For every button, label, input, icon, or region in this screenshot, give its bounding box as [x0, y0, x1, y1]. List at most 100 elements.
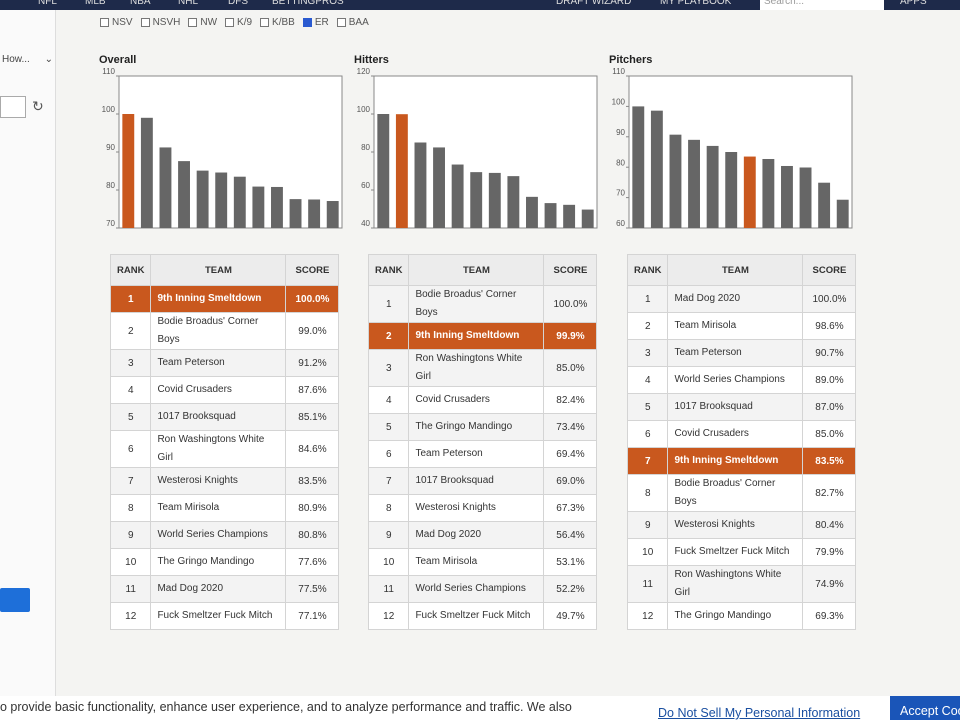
side-button[interactable]: [0, 588, 30, 612]
nav-link[interactable]: MLB: [85, 0, 106, 7]
accept-button[interactable]: Accept Coo: [890, 696, 960, 720]
bar: [122, 114, 135, 228]
checkbox[interactable]: [336, 17, 346, 27]
table-cell: 8: [109, 494, 152, 522]
header-row: RANK TEAM SCORE: [109, 254, 340, 286]
table-cell: The Gringo Mandingo: [667, 602, 804, 630]
checkbox-item[interactable]: BAA: [336, 14, 369, 30]
table-cell: Bodie Broadus' Corner Boys: [408, 285, 545, 323]
bar: [326, 201, 339, 228]
nav-link[interactable]: BETTINGPROS: [272, 0, 344, 7]
table-cell: 7: [626, 447, 669, 475]
table-row: 7 1017 Brooksquad 69.0%: [367, 467, 598, 495]
table-cell: 6: [626, 420, 669, 448]
table-cell: 4: [626, 366, 669, 394]
table-row: 7 Westerosi Knights 83.5%: [109, 467, 340, 495]
table-cell: 83.5%: [802, 447, 857, 475]
checkbox-item[interactable]: NSVH: [140, 14, 180, 30]
table-cell: 11: [626, 565, 669, 603]
table-cell: 10: [626, 538, 669, 566]
dropdown[interactable]: How... ⌄: [2, 54, 53, 65]
table-cell: 4: [109, 376, 152, 404]
table-cell: 67.3%: [543, 494, 598, 522]
ranking-table: RANK TEAM SCORE 1 9th Inning Smeltdown 100.0%…: [109, 254, 340, 630]
table-cell: 7: [109, 467, 152, 495]
checkbox-item[interactable]: ER: [302, 14, 329, 30]
table-cell: 87.0%: [802, 393, 857, 421]
checkbox[interactable]: [140, 17, 150, 27]
checkbox[interactable]: [260, 17, 270, 27]
privacy-link[interactable]: Do Not Sell My Personal Information: [658, 706, 861, 720]
bar: [544, 203, 557, 228]
table-row: 7 9th Inning Smeltdown 83.5%: [626, 447, 857, 475]
bar: [140, 117, 153, 228]
y-tick-label: 100: [357, 105, 371, 114]
bar: [818, 182, 831, 228]
table-cell: 11: [109, 575, 152, 603]
table-cell: 11: [367, 575, 410, 603]
y-tick-label: 80: [361, 143, 370, 152]
bar: [196, 170, 209, 228]
cookie-notice: o provide basic functionality, enhance u…: [0, 700, 572, 714]
column-header: SCORE: [802, 254, 857, 286]
table-cell: 90.7%: [802, 339, 857, 367]
bar: [669, 134, 682, 228]
checkbox-item[interactable]: NW: [188, 14, 217, 30]
bar: [308, 199, 321, 228]
checkbox[interactable]: [225, 17, 235, 27]
checkbox-item[interactable]: K/9: [225, 14, 252, 30]
apps-link[interactable]: APPS: [900, 0, 927, 7]
plot-area: [373, 75, 598, 229]
checkbox[interactable]: [100, 17, 109, 27]
y-tick-label: 100: [102, 105, 116, 114]
table-cell: 8: [367, 494, 410, 522]
table-cell: 56.4%: [543, 521, 598, 549]
table-cell: 77.1%: [285, 602, 340, 630]
table-row: 4 Covid Crusaders 82.4%: [367, 386, 598, 414]
table-cell: 80.8%: [285, 521, 340, 549]
table-row: 1 9th Inning Smeltdown 100.0%: [109, 285, 340, 313]
nav-link[interactable]: MY PLAYBOOK: [660, 0, 732, 7]
search-box[interactable]: Search...: [760, 0, 884, 10]
plot-area: [628, 75, 853, 229]
table-row: 2 Bodie Broadus' Corner Boys 99.0%: [109, 312, 340, 350]
nav-link[interactable]: DFS: [228, 0, 248, 7]
select[interactable]: [0, 96, 26, 118]
refresh-icon[interactable]: ↻: [32, 98, 44, 114]
y-tick-label: 80: [106, 181, 115, 190]
nav-link[interactable]: NBA: [130, 0, 151, 7]
bar: [706, 145, 719, 228]
checkbox[interactable]: [188, 17, 198, 27]
column-header: SCORE: [543, 254, 598, 286]
bar: [451, 164, 464, 228]
bar: [233, 176, 246, 228]
table-cell: 2: [626, 312, 669, 340]
table-cell: World Series Champions: [667, 366, 804, 394]
checkbox-item[interactable]: NSV: [100, 14, 133, 30]
nav-link[interactable]: NFL: [38, 0, 57, 7]
header-row: RANK TEAM SCORE: [367, 254, 598, 286]
table-row: 8 Team Mirisola 80.9%: [109, 494, 340, 522]
checkbox[interactable]: [302, 17, 312, 27]
table-row: 5 1017 Brooksquad 87.0%: [626, 393, 857, 421]
table-cell: 87.6%: [285, 376, 340, 404]
table-cell: 2: [367, 322, 410, 350]
table-cell: 73.4%: [543, 413, 598, 441]
bar: [632, 106, 645, 228]
y-tick-label: 80: [616, 158, 625, 167]
table-cell: Covid Crusaders: [667, 420, 804, 448]
header-row: RANK TEAM SCORE: [626, 254, 857, 286]
table-cell: 69.0%: [543, 467, 598, 495]
table-cell: 85.1%: [285, 403, 340, 431]
cookie-banner: o provide basic functionality, enhance u…: [0, 696, 960, 720]
table-cell: 3: [109, 349, 152, 377]
nav-link[interactable]: NHL: [178, 0, 199, 7]
table-cell: 9th Inning Smeltdown: [667, 447, 804, 475]
bar: [470, 172, 483, 228]
table-row: 5 The Gringo Mandingo 73.4%: [367, 413, 598, 441]
y-tick-label: 70: [616, 189, 625, 198]
table-cell: 53.1%: [543, 548, 598, 576]
checkbox-item[interactable]: K/BB: [260, 14, 295, 30]
nav-link[interactable]: DRAFT WIZARD: [556, 0, 632, 7]
table-cell: 98.6%: [802, 312, 857, 340]
